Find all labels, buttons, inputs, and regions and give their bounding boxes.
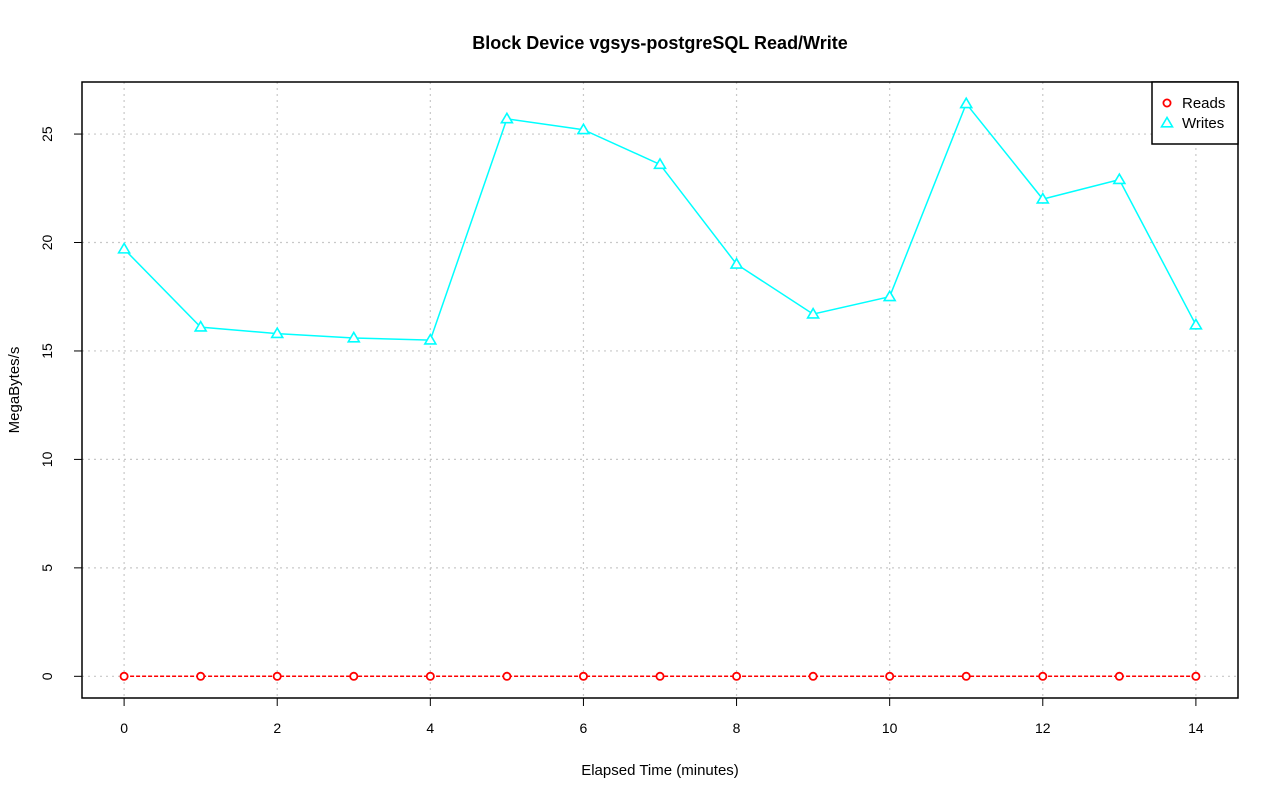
data-point-reads xyxy=(655,671,665,681)
data-point-writes xyxy=(653,157,667,170)
x-tick-label: 8 xyxy=(733,720,741,736)
y-tick-label: 20 xyxy=(39,235,55,251)
y-axis-label: MegaBytes/s xyxy=(6,347,23,434)
x-tick-label: 14 xyxy=(1188,720,1204,736)
data-point-reads xyxy=(885,671,895,681)
data-point-writes xyxy=(423,333,438,345)
x-tick-label: 6 xyxy=(580,720,588,736)
legend-label-writes: Writes xyxy=(1182,115,1224,132)
x-tick-label: 12 xyxy=(1035,720,1051,736)
data-point-writes xyxy=(270,326,285,339)
data-point-reads xyxy=(732,671,742,681)
data-point-writes xyxy=(117,241,132,254)
y-tick-label: 25 xyxy=(39,126,55,142)
x-axis-label: Elapsed Time (minutes) xyxy=(581,762,739,779)
y-tick-label: 5 xyxy=(39,564,55,572)
y-tick-label: 15 xyxy=(39,343,55,359)
data-point-writes xyxy=(1188,317,1203,330)
data-point-reads xyxy=(196,671,206,681)
x-tick-label: 0 xyxy=(120,720,128,736)
grid xyxy=(82,82,1238,698)
legend-label-reads: Reads xyxy=(1182,95,1225,112)
data-point-reads xyxy=(578,671,588,681)
data-point-writes xyxy=(806,307,821,319)
data-point-reads xyxy=(349,671,359,681)
data-point-writes xyxy=(882,289,897,302)
series-writes xyxy=(117,96,1203,345)
data-point-reads xyxy=(1038,671,1048,681)
data-point-reads xyxy=(502,671,512,681)
y-tick-label: 0 xyxy=(39,672,55,680)
legend-marker-writes xyxy=(1160,115,1174,128)
data-point-writes xyxy=(1035,192,1050,204)
data-point-writes xyxy=(193,320,208,332)
data-point-reads xyxy=(425,671,435,681)
legend-box xyxy=(1151,81,1239,145)
data-point-reads xyxy=(1191,671,1201,681)
data-point-reads xyxy=(808,671,818,681)
plot-frame xyxy=(81,81,1239,699)
series-line-writes xyxy=(123,102,1197,341)
data-point-reads xyxy=(119,671,129,681)
chart-title: Block Device vgsys-postgreSQL Read/Write xyxy=(472,33,847,53)
data-point-writes xyxy=(959,96,974,109)
legend-marker-reads xyxy=(1162,98,1172,108)
data-point-writes xyxy=(499,111,514,124)
data-point-reads xyxy=(1114,671,1124,681)
y-tick-label: 10 xyxy=(39,451,55,467)
series-reads xyxy=(119,671,1201,681)
x-tick-label: 2 xyxy=(273,720,281,736)
data-point-writes xyxy=(729,257,744,269)
x-axis: 0 2 4 6 8 10 12 14 xyxy=(120,697,1204,736)
data-point-writes xyxy=(1112,172,1127,185)
x-tick-label: 4 xyxy=(426,720,434,736)
series-layer xyxy=(117,96,1203,681)
y-axis: 0 5 10 15 20 25 xyxy=(39,126,82,680)
data-point-writes xyxy=(346,330,361,343)
legend: Reads Writes xyxy=(1151,81,1239,145)
x-tick-label: 10 xyxy=(882,720,898,736)
data-point-reads xyxy=(272,671,282,681)
data-point-reads xyxy=(961,671,971,681)
data-point-writes xyxy=(576,122,591,135)
